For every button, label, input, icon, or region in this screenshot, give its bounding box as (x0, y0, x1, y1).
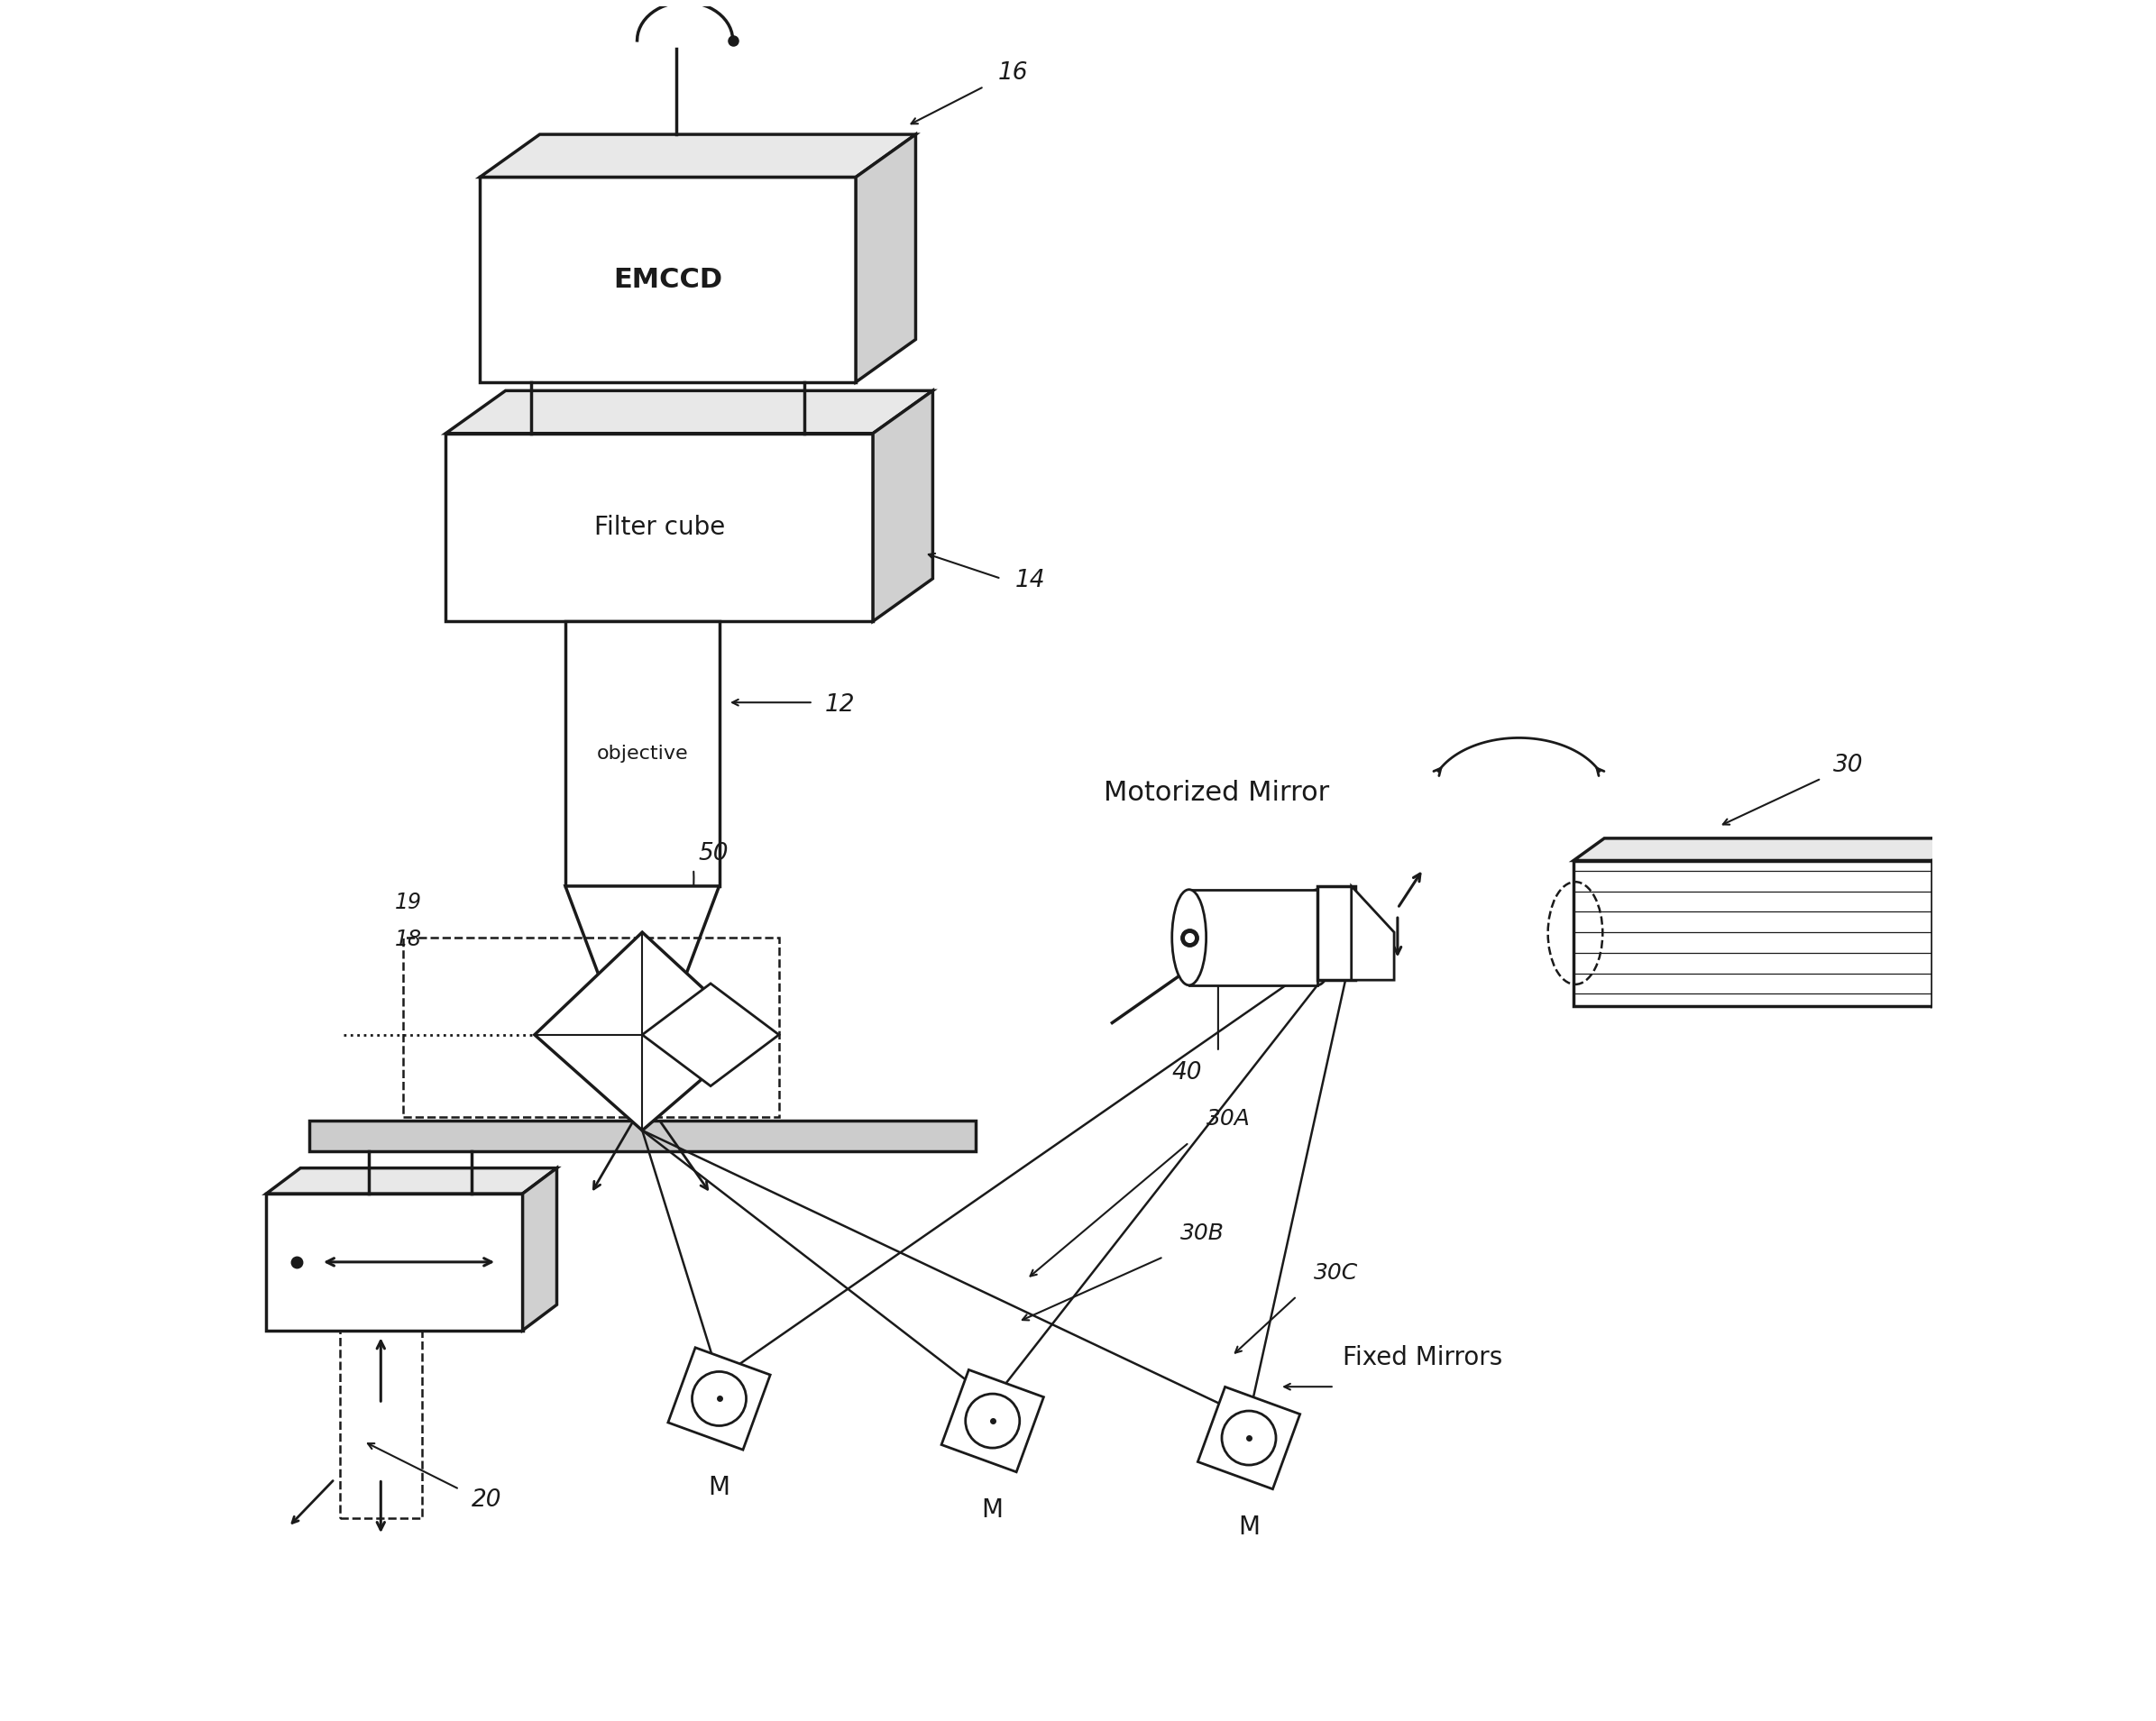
Ellipse shape (1173, 890, 1205, 984)
Text: 50: 50 (699, 843, 729, 866)
Text: 18: 18 (395, 929, 423, 950)
Text: 30A: 30A (1205, 1108, 1250, 1129)
Polygon shape (1317, 886, 1354, 979)
Text: M: M (1238, 1514, 1259, 1539)
Text: Fixed Mirrors: Fixed Mirrors (1343, 1344, 1503, 1370)
Polygon shape (267, 1169, 556, 1194)
Polygon shape (1199, 1387, 1300, 1489)
Polygon shape (565, 886, 720, 988)
Bar (1190, 890, 1317, 984)
Text: 19: 19 (395, 891, 423, 912)
Text: 30C: 30C (1313, 1261, 1358, 1284)
Circle shape (692, 1372, 746, 1425)
Polygon shape (873, 391, 934, 621)
Text: 12: 12 (826, 694, 856, 716)
Polygon shape (668, 1348, 770, 1449)
Polygon shape (446, 434, 873, 621)
Text: 16: 16 (998, 62, 1028, 84)
Polygon shape (1574, 838, 1964, 860)
Polygon shape (446, 391, 934, 434)
Bar (565, 621, 720, 886)
Text: M: M (709, 1475, 731, 1501)
Text: 30B: 30B (1181, 1222, 1225, 1244)
Polygon shape (942, 1370, 1044, 1471)
Text: Filter cube: Filter cube (593, 515, 724, 540)
Text: Motorized Mirror: Motorized Mirror (1104, 780, 1330, 805)
Text: 30: 30 (1833, 754, 1863, 778)
Text: 14: 14 (1015, 570, 1046, 592)
Polygon shape (481, 177, 856, 382)
Bar (341, 1330, 423, 1518)
Polygon shape (856, 134, 916, 382)
Text: 40: 40 (1173, 1062, 1203, 1084)
Polygon shape (308, 1120, 975, 1151)
Polygon shape (481, 134, 916, 177)
Text: M: M (981, 1497, 1003, 1523)
Polygon shape (1352, 886, 1395, 979)
Polygon shape (267, 1194, 522, 1330)
Ellipse shape (1300, 890, 1335, 984)
Polygon shape (522, 1169, 556, 1330)
Text: 20: 20 (472, 1489, 502, 1511)
Circle shape (1222, 1411, 1276, 1465)
Polygon shape (1932, 838, 1964, 1005)
Bar (403, 938, 778, 1117)
Polygon shape (535, 933, 752, 1131)
Text: objective: objective (597, 745, 688, 762)
Polygon shape (642, 983, 778, 1086)
Text: EMCCD: EMCCD (612, 267, 722, 293)
Polygon shape (1574, 860, 1932, 1005)
Circle shape (966, 1394, 1020, 1447)
